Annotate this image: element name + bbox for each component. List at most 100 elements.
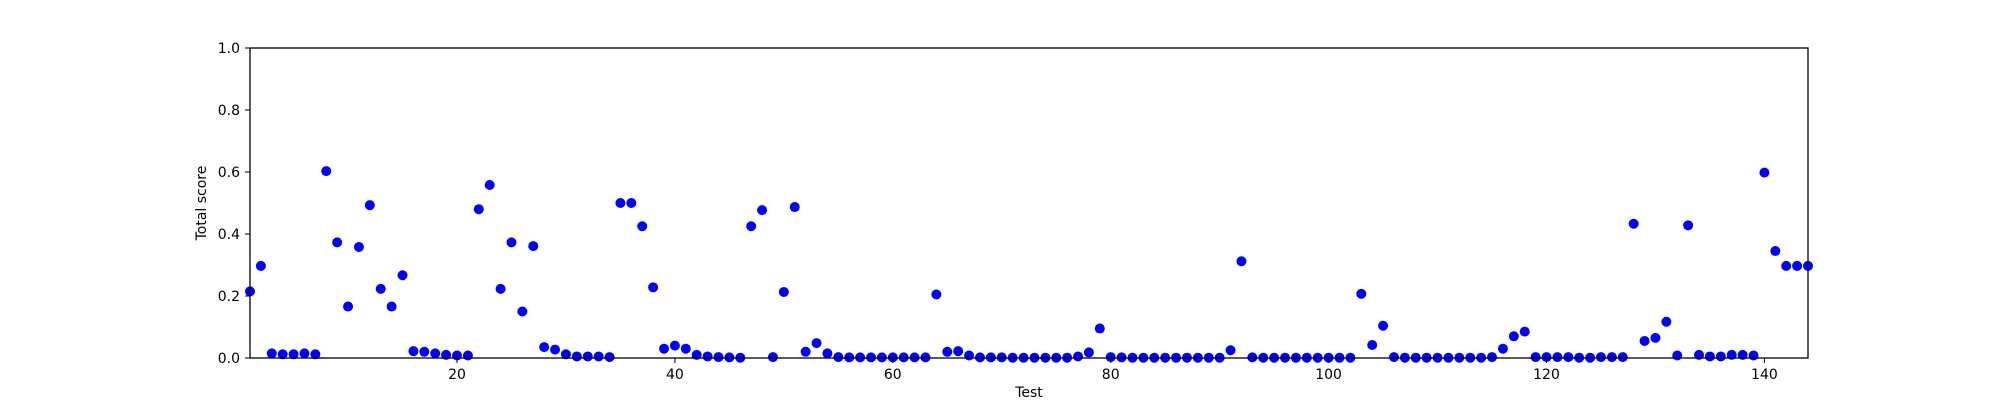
x-tick-label: 140 xyxy=(1751,367,1778,383)
data-point xyxy=(462,350,473,361)
data-point xyxy=(1225,345,1236,356)
plot-frame xyxy=(249,47,1809,359)
data-point xyxy=(659,343,670,354)
data-point xyxy=(550,344,561,355)
data-point xyxy=(332,237,343,248)
data-point xyxy=(1661,316,1672,327)
y-axis-ticks: 0.0 0.2 0.4 0.6 0.8 1.0 xyxy=(218,41,250,367)
data-point xyxy=(789,202,800,213)
data-point xyxy=(266,348,277,359)
data-point xyxy=(1595,352,1606,363)
x-tick-label: 40 xyxy=(666,367,684,383)
data-point xyxy=(430,348,441,359)
data-point xyxy=(1073,351,1084,362)
y-tick-label: 0.8 xyxy=(218,103,240,119)
data-point xyxy=(713,352,724,363)
data-point xyxy=(833,352,844,363)
data-point xyxy=(560,349,571,360)
y-tick-label: 0.4 xyxy=(218,227,240,243)
data-point xyxy=(767,352,778,363)
data-point xyxy=(299,348,310,359)
x-tick-label: 120 xyxy=(1533,367,1560,383)
data-point xyxy=(1748,350,1759,361)
y-tick-label: 0.2 xyxy=(218,289,240,305)
data-point xyxy=(1530,352,1541,363)
data-point xyxy=(1628,218,1639,229)
data-point xyxy=(353,242,364,253)
data-point xyxy=(571,351,582,362)
data-point xyxy=(506,237,517,248)
data-point xyxy=(593,351,604,362)
x-axis-label: Test xyxy=(1014,385,1043,400)
data-point xyxy=(680,343,691,354)
data-point xyxy=(637,221,648,232)
data-point xyxy=(310,349,321,360)
data-point xyxy=(1378,320,1389,331)
data-point xyxy=(1083,347,1094,358)
data-point xyxy=(364,200,375,211)
data-point xyxy=(1639,335,1650,346)
data-point xyxy=(1236,256,1247,267)
data-point xyxy=(255,260,266,271)
data-point xyxy=(1715,351,1726,362)
data-point xyxy=(539,342,550,353)
data-point xyxy=(375,283,386,294)
data-point xyxy=(931,289,942,300)
data-point xyxy=(1356,288,1367,299)
data-point xyxy=(669,340,680,351)
data-point xyxy=(1563,352,1574,363)
data-point xyxy=(1770,246,1781,257)
data-point xyxy=(1541,352,1552,363)
data-point xyxy=(343,301,354,312)
data-point xyxy=(1704,351,1715,362)
data-point xyxy=(386,301,397,312)
data-point xyxy=(1781,260,1792,271)
data-point xyxy=(517,306,528,317)
data-point xyxy=(626,198,637,208)
data-point xyxy=(702,351,713,362)
data-point xyxy=(397,270,408,281)
data-point xyxy=(277,349,288,360)
data-point xyxy=(1683,220,1694,231)
data-point xyxy=(1759,167,1770,178)
data-point xyxy=(615,198,626,208)
x-axis-ticks: 20 40 60 80 100 120 140 xyxy=(448,358,1778,383)
data-point xyxy=(321,166,332,177)
data-point xyxy=(528,241,539,252)
data-point xyxy=(811,338,822,349)
data-point xyxy=(800,346,811,357)
data-point xyxy=(604,352,615,363)
data-point xyxy=(1552,352,1563,363)
data-point xyxy=(757,205,768,216)
data-point xyxy=(288,349,299,360)
data-point xyxy=(746,221,757,232)
data-point xyxy=(822,348,833,359)
data-point xyxy=(1487,352,1498,363)
data-point xyxy=(473,204,484,215)
data-point xyxy=(1650,332,1661,343)
x-tick-label: 60 xyxy=(884,367,902,383)
data-point xyxy=(1792,260,1803,271)
x-tick-label: 100 xyxy=(1315,367,1342,383)
data-point xyxy=(484,180,495,191)
data-point xyxy=(1388,352,1399,363)
x-tick-label: 20 xyxy=(448,367,466,383)
data-point xyxy=(1606,352,1617,363)
y-tick-label: 0.0 xyxy=(218,351,240,367)
data-point xyxy=(1508,331,1519,342)
data-point xyxy=(1672,350,1683,361)
data-point xyxy=(953,346,964,357)
data-point xyxy=(1367,339,1378,350)
y-tick-label: 0.6 xyxy=(218,165,240,181)
data-point xyxy=(964,350,975,361)
data-point xyxy=(648,282,659,293)
data-point xyxy=(1094,323,1105,334)
data-point xyxy=(408,346,419,357)
data-point xyxy=(419,346,430,357)
data-point xyxy=(582,351,593,362)
x-tick-label: 80 xyxy=(1102,367,1120,383)
y-tick-label: 1.0 xyxy=(218,41,240,57)
data-point xyxy=(495,283,506,294)
y-axis-label: Total score xyxy=(194,166,210,242)
